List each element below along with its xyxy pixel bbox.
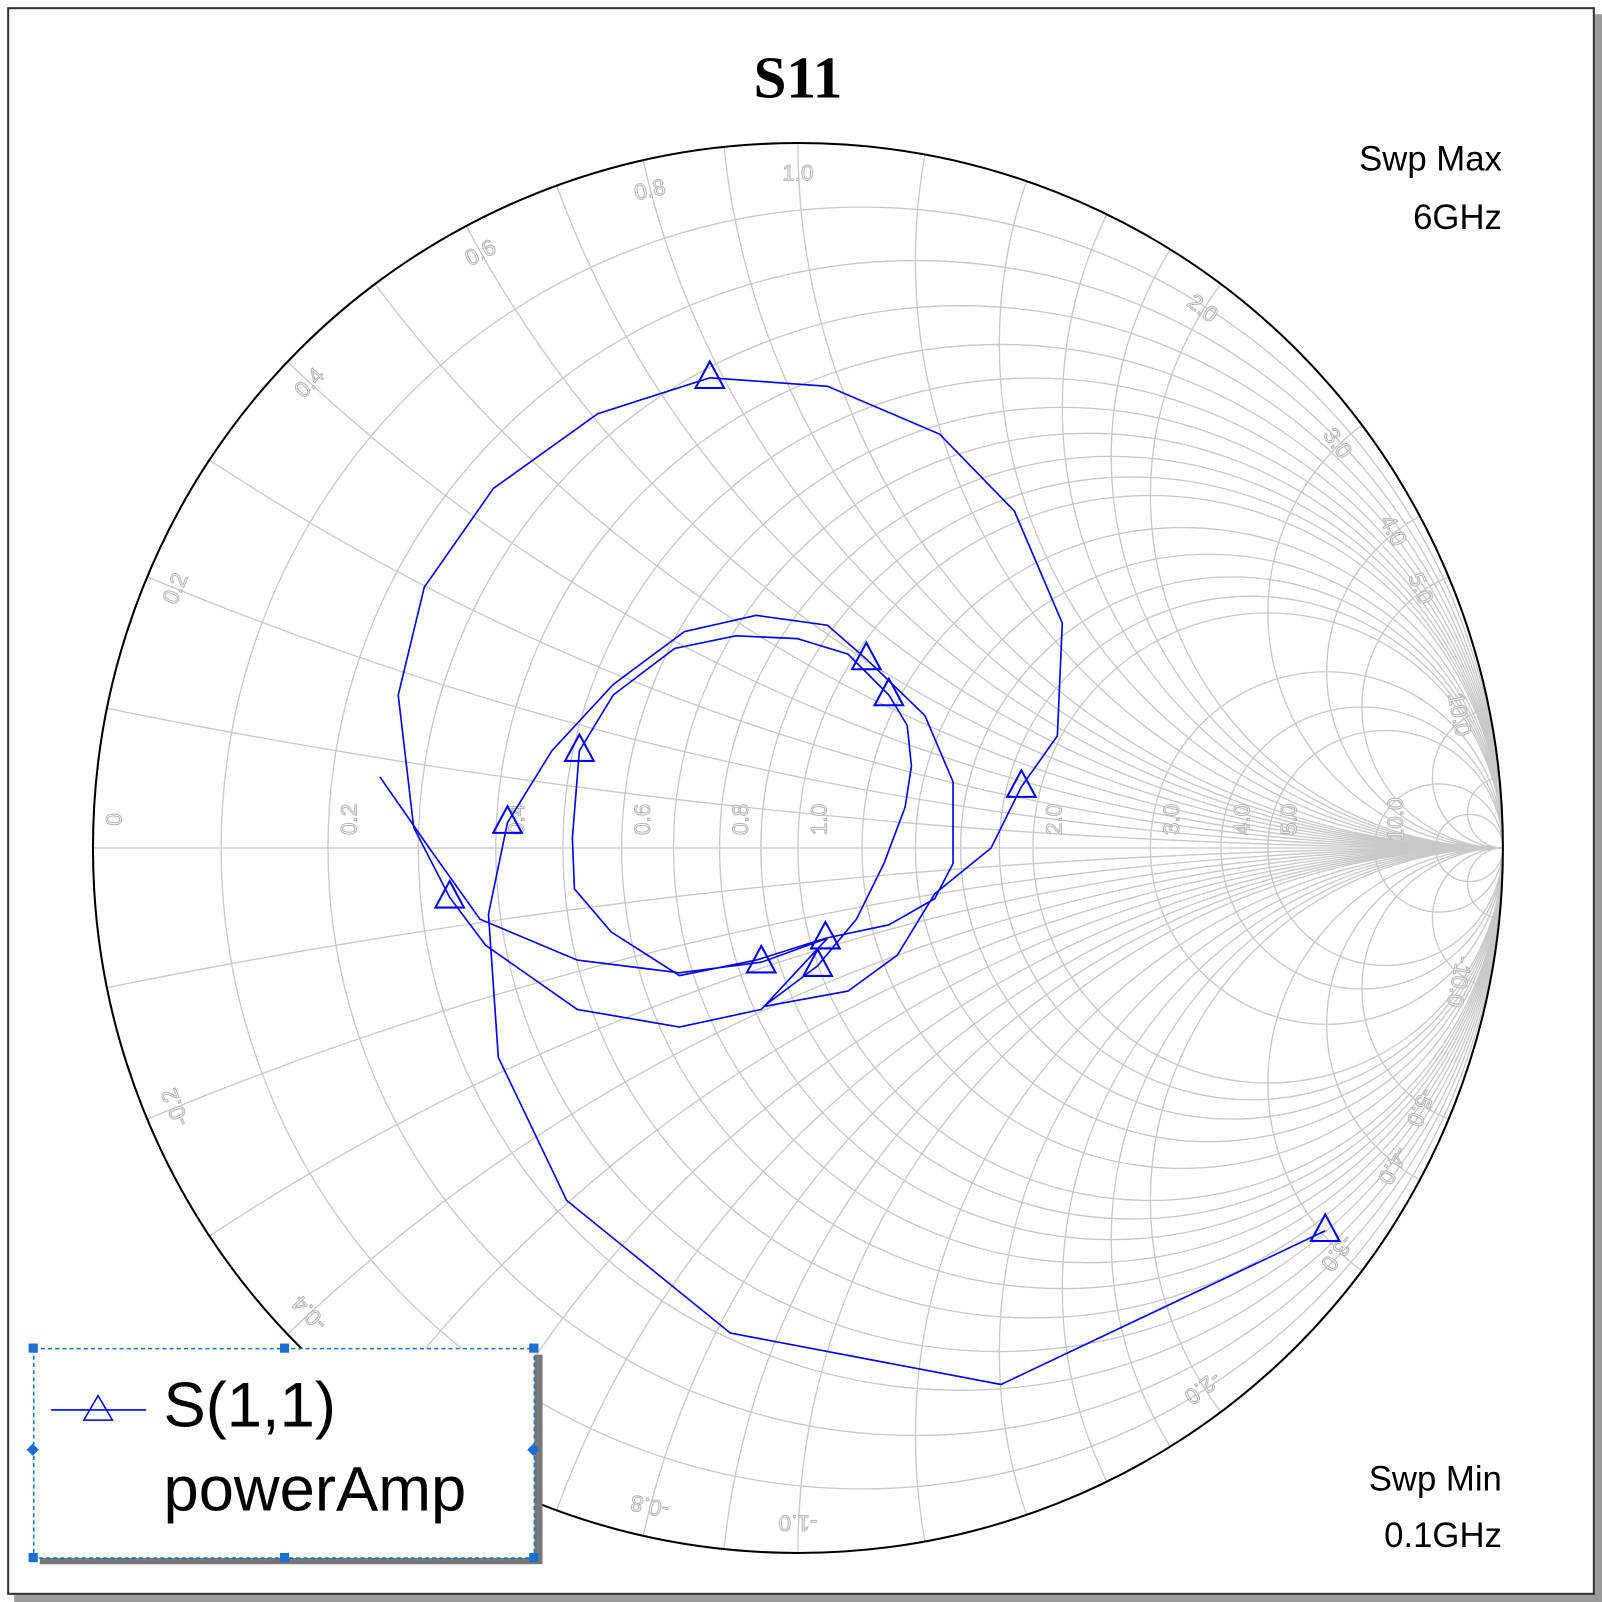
legend-label: S(1,1) <box>163 1371 335 1441</box>
resistance-label: 10.0 <box>1383 798 1408 842</box>
reactance-circle <box>1267 377 1503 849</box>
legend-handles <box>26 1343 540 1563</box>
sweep-max-label: Swp Max <box>1359 141 1502 179</box>
resistance-label: 0 <box>101 813 126 826</box>
sweep-max: 6GHz <box>1413 199 1502 237</box>
reactance-circle <box>1325 494 1503 849</box>
reactance-circle <box>1325 847 1503 1202</box>
trace-marker <box>1005 768 1038 798</box>
legend-source: powerAmp <box>163 1454 466 1524</box>
resistance-label: 1.0 <box>806 804 831 835</box>
reactance-circle <box>1466 847 1503 920</box>
trace-marker <box>872 676 905 707</box>
resistance-circle <box>861 526 1503 1170</box>
reactance-circle <box>914 847 1503 1553</box>
resistance-circle <box>914 553 1503 1143</box>
reactance-circle <box>1061 143 1503 849</box>
resistance-label: 5.0 <box>1276 804 1301 835</box>
legend: S(1,1) powerAmp <box>26 1343 543 1565</box>
reactance-label: 0.8 <box>632 174 668 205</box>
trace-line <box>379 376 1326 1386</box>
resistance-circle <box>417 305 1503 1391</box>
legend-marker <box>82 1394 114 1421</box>
resistance-label: 0.6 <box>630 804 655 835</box>
trace-marker <box>491 804 524 834</box>
sweep-min-label: Swp Min <box>1369 1461 1502 1499</box>
resistance-circle <box>1267 729 1503 967</box>
reactance-circle <box>1431 847 1503 990</box>
unit-circle <box>91 142 1504 1554</box>
trace-marker <box>693 359 726 390</box>
reactance-circle <box>1061 847 1503 1553</box>
legend-box <box>32 1347 536 1559</box>
reactance-label: 1.0 <box>782 161 813 186</box>
resistance-label: 2.0 <box>1041 804 1066 835</box>
resistance-circle <box>220 206 1503 1490</box>
trace-marker <box>1309 1212 1342 1243</box>
reactance-circle <box>1361 565 1503 849</box>
reactance-circle <box>1267 847 1503 1319</box>
trace-marker <box>801 947 834 977</box>
reactance-circle <box>1149 143 1503 849</box>
reactance-circle <box>1466 776 1503 849</box>
resistance-label: 0.8 <box>728 804 753 835</box>
trace-marker <box>563 732 596 762</box>
resistance-label: 3.0 <box>1159 804 1184 835</box>
resistance-label: 4.0 <box>1229 804 1254 835</box>
trace-marker <box>850 640 883 671</box>
sweep-min: 0.1GHz <box>1384 1517 1502 1555</box>
reactance-label: -1.0 <box>779 1510 818 1535</box>
resistance-circle <box>562 377 1503 1319</box>
reactance-circle <box>914 143 1503 849</box>
chart-title: S11 <box>753 44 842 110</box>
reactance-circle <box>1149 847 1503 1553</box>
trace <box>379 359 1342 1386</box>
reactance-circle <box>1361 847 1503 1131</box>
resistance-label: 0.2 <box>336 804 361 835</box>
trace-marker <box>809 919 842 950</box>
trace-marker <box>745 943 778 974</box>
resistance-circle <box>672 432 1503 1264</box>
resistance-circle <box>760 476 1503 1220</box>
reactance-circle <box>1431 706 1503 849</box>
trace-marker <box>433 878 466 909</box>
